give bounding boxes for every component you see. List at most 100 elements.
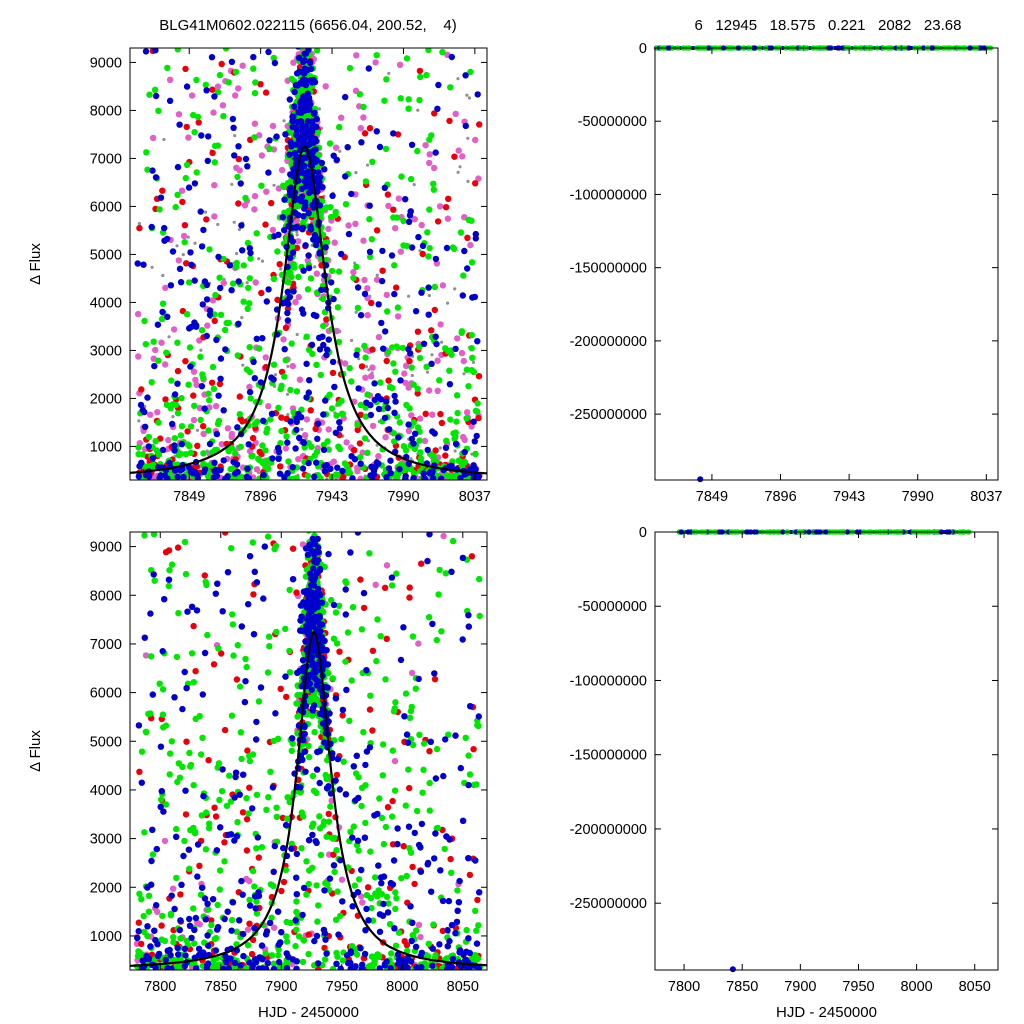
data-point-magenta xyxy=(333,327,341,335)
data-point-green xyxy=(290,409,297,416)
data-point-green xyxy=(191,402,198,409)
data-point-blue xyxy=(305,459,312,467)
data-point-green xyxy=(350,274,357,282)
data-point-green xyxy=(339,957,346,964)
data-point-blue xyxy=(297,104,305,112)
data-point-magenta xyxy=(458,349,466,357)
data-point-blue xyxy=(213,472,221,479)
data-point-blue xyxy=(315,169,322,176)
data-point-gray xyxy=(235,251,239,256)
data-point-green xyxy=(430,921,437,928)
data-point-magenta xyxy=(417,933,424,941)
panel-top-left: 1000200030004000500060007000800090007849… xyxy=(27,47,491,505)
data-point-green xyxy=(265,633,273,640)
data-point-green xyxy=(380,840,388,848)
data-point-blue xyxy=(408,244,416,251)
model-curve xyxy=(130,145,487,475)
data-point-blue xyxy=(152,92,160,100)
data-point-blue xyxy=(390,130,397,137)
data-point-blue xyxy=(224,473,231,480)
data-point-blue xyxy=(188,261,195,268)
data-point-blue xyxy=(373,128,380,135)
data-point-red xyxy=(383,635,390,642)
data-point-blue xyxy=(408,141,416,148)
data-point-green xyxy=(236,683,244,690)
data-point-green xyxy=(335,602,343,609)
data-point-green xyxy=(187,449,195,457)
data-point-green xyxy=(168,561,176,568)
data-point-green xyxy=(247,395,254,402)
data-point-green xyxy=(340,758,347,765)
data-point-green xyxy=(382,145,390,153)
data-point-blue xyxy=(322,244,329,251)
data-point-red xyxy=(422,410,429,417)
data-point-red xyxy=(283,693,290,701)
data-point-green xyxy=(414,385,421,392)
data-point-red xyxy=(409,863,416,871)
data-point-blue xyxy=(457,474,464,480)
data-point-red xyxy=(233,676,241,683)
data-point-green xyxy=(253,230,260,237)
data-point-red xyxy=(135,919,142,926)
data-point-red xyxy=(361,130,369,137)
data-point-green xyxy=(474,721,481,729)
data-point-green xyxy=(254,418,261,425)
data-point-green xyxy=(246,300,253,307)
data-point-blue xyxy=(452,345,459,353)
data-point-green xyxy=(220,112,227,120)
data-point-gray xyxy=(466,179,470,183)
data-point-green xyxy=(392,368,399,375)
data-point-green xyxy=(329,965,337,970)
data-point-magenta xyxy=(394,313,402,320)
data-point-blue xyxy=(176,121,183,128)
plot-frame xyxy=(129,47,488,481)
data-point-green xyxy=(343,579,350,587)
data-point-blue xyxy=(323,461,330,469)
data-point-green xyxy=(237,729,244,736)
data-point-red xyxy=(312,425,319,433)
data-point-green xyxy=(246,275,253,282)
data-point-blue xyxy=(331,383,338,391)
data-point-blue xyxy=(291,103,298,110)
data-point-blue xyxy=(297,109,305,117)
data-point-green xyxy=(396,419,403,426)
data-point-gray xyxy=(366,163,370,167)
data-point-magenta xyxy=(395,195,402,202)
data-point-green xyxy=(392,942,400,949)
data-point-blue xyxy=(308,341,316,348)
data-point-red xyxy=(445,195,452,202)
data-point-magenta xyxy=(180,232,188,240)
data-point-green xyxy=(223,802,231,810)
data-point-red xyxy=(235,155,242,163)
data-point-red xyxy=(451,153,458,160)
data-point-gray xyxy=(313,265,317,269)
data-point-red xyxy=(470,746,477,753)
data-point-magenta xyxy=(251,120,259,127)
data-point-green xyxy=(412,685,419,692)
data-point-blue xyxy=(305,252,312,259)
data-point-blue xyxy=(391,392,398,400)
data-point-blue xyxy=(421,475,429,480)
data-point-blue xyxy=(300,76,307,83)
data-point-blue xyxy=(137,401,145,409)
data-point-magenta xyxy=(154,409,161,416)
data-point-magenta xyxy=(411,216,418,223)
data-point-green xyxy=(145,433,153,441)
data-point-blue xyxy=(237,180,244,187)
data-point-green xyxy=(305,440,312,447)
data-point-magenta xyxy=(426,151,433,158)
data-point-magenta xyxy=(367,373,375,380)
data-point-green xyxy=(425,614,433,621)
data-point-red xyxy=(250,591,257,598)
data-point-red xyxy=(368,299,375,307)
data-point-blue xyxy=(313,123,320,131)
data-point-gray xyxy=(350,338,354,343)
data-point-blue xyxy=(475,473,482,480)
data-point-red xyxy=(203,216,210,223)
data-point-blue xyxy=(206,440,214,448)
data-point-blue xyxy=(384,404,391,412)
data-point-green xyxy=(246,896,253,903)
data-point-blue xyxy=(448,53,455,61)
data-point-green xyxy=(223,319,230,327)
